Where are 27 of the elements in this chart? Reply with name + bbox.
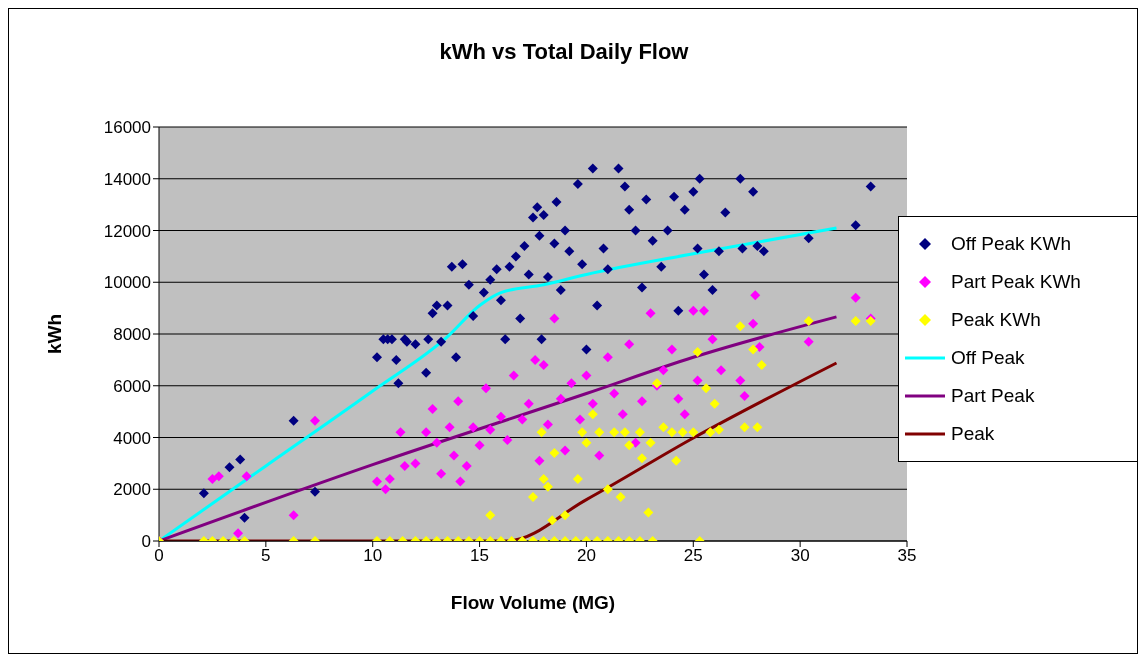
- legend-label: Peak: [951, 423, 995, 445]
- legend-label: Off Peak KWh: [951, 233, 1072, 255]
- y-axis-title: kWh: [43, 313, 65, 355]
- chart-title: kWh vs Total Daily Flow: [438, 39, 690, 65]
- x-tick-label: 10: [363, 546, 383, 566]
- x-tick-label: 25: [683, 546, 703, 566]
- line-series: [159, 226, 838, 541]
- legend-label: Peak KWh: [951, 309, 1041, 331]
- y-tick-label: 6000: [113, 376, 151, 396]
- y-tick-label: 8000: [113, 325, 151, 345]
- x-axis-title: Flow Volume (MG): [450, 592, 616, 613]
- y-tick-label: 2000: [113, 480, 151, 500]
- y-tick-label: 4000: [113, 428, 151, 448]
- x-tick-label: 20: [576, 546, 596, 566]
- legend-label: Part Peak: [951, 385, 1035, 407]
- y-tick-label: 14000: [103, 169, 151, 189]
- x-tick-label: 35: [897, 546, 917, 566]
- y-tick-label: 16000: [103, 118, 151, 138]
- x-tick-label: 0: [154, 546, 164, 566]
- legend-label: Off Peak: [951, 347, 1025, 369]
- x-tick-label: 5: [261, 546, 271, 566]
- legend-label: Part Peak KWh: [951, 271, 1081, 293]
- x-tick-label: 30: [790, 546, 810, 566]
- y-tick-label: 0: [141, 532, 151, 552]
- x-tick-label: 15: [470, 546, 490, 566]
- y-tick-label: 12000: [103, 221, 151, 241]
- y-tick-label: 10000: [103, 273, 151, 293]
